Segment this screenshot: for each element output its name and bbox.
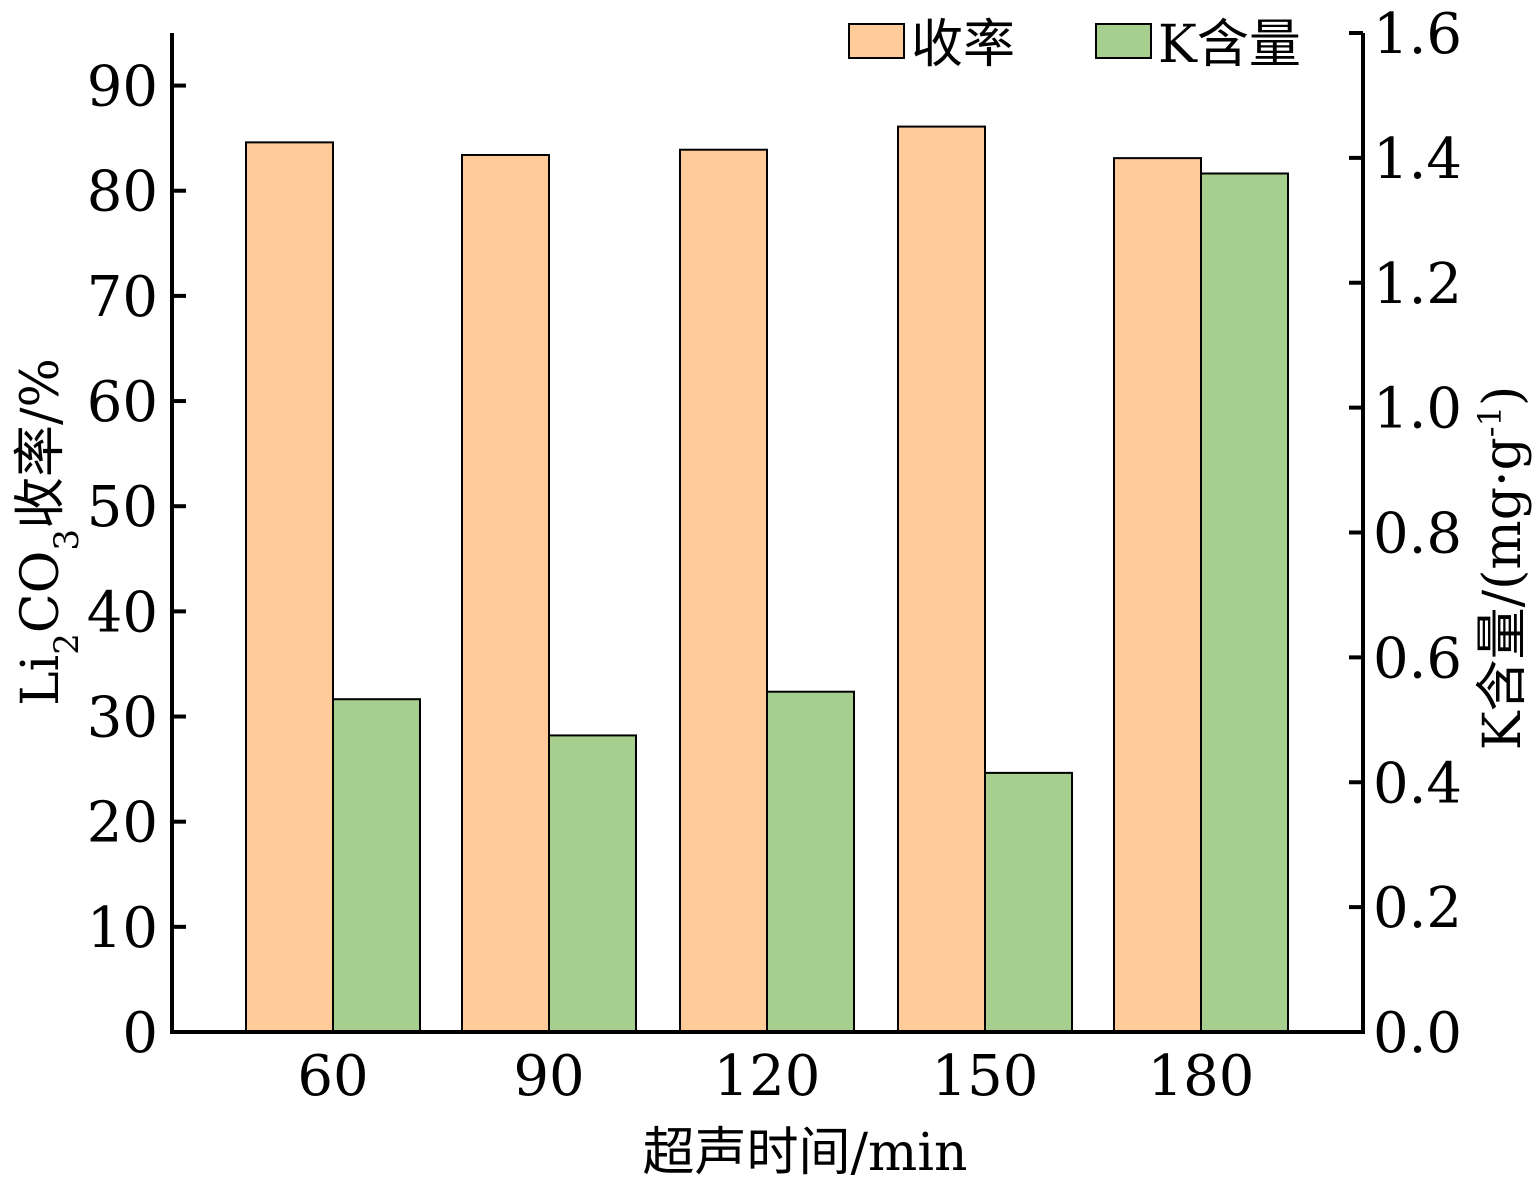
right-axis-title-part: ) xyxy=(1473,386,1533,406)
left-tick-label: 10 xyxy=(87,896,158,961)
bar-k-content-120 xyxy=(766,690,855,1033)
bars-group xyxy=(245,125,1289,1034)
legend-label: 收率 xyxy=(911,15,1015,75)
right-axis-title-part: -1 xyxy=(1471,406,1509,437)
left-ticks-group: 0 10 20 30 40 50 60 70 80 90 xyxy=(87,55,186,1066)
x-ticks-group: 60 90 120 150 180 xyxy=(297,1044,1254,1109)
bar-k-content-180 xyxy=(1200,172,1289,1033)
left-tick-label: 20 xyxy=(87,791,158,856)
x-tick-label: 120 xyxy=(714,1044,821,1109)
left-tick-label: 30 xyxy=(87,686,158,751)
left-tick-label: 90 xyxy=(87,55,158,120)
right-axis-title-part: K含量/(mg·g xyxy=(1473,437,1533,750)
right-tick-label: 0.0 xyxy=(1373,1001,1462,1066)
x-tick-label: 60 xyxy=(297,1044,368,1109)
left-tick-label: 60 xyxy=(87,370,158,435)
left-tick-label: 50 xyxy=(87,475,158,540)
left-axis-title-part: Li xyxy=(11,655,71,706)
bar-yield-150 xyxy=(897,125,986,1034)
legend-label: K含量 xyxy=(1158,15,1301,75)
bar-yield-180 xyxy=(1113,157,1202,1034)
left-axis-title-part: 2 xyxy=(47,633,87,655)
right-tick-label: 1.6 xyxy=(1373,2,1462,67)
right-axis-title: K含量/(mg·g-1) xyxy=(1471,386,1533,751)
right-tick-label: 1.4 xyxy=(1373,127,1462,192)
left-axis-title-part: CO xyxy=(11,551,71,633)
legend: 收率 K含量 xyxy=(848,15,1301,75)
left-tick-label: 0 xyxy=(122,1001,158,1066)
left-tick-label: 70 xyxy=(87,265,158,330)
right-tick-label: 0.6 xyxy=(1373,626,1462,691)
right-tick-label: 1.2 xyxy=(1373,252,1462,317)
left-tick-label: 80 xyxy=(87,160,158,225)
bar-yield-60 xyxy=(245,141,334,1034)
right-tick-label: 1.0 xyxy=(1373,377,1462,442)
right-tick-label: 0.8 xyxy=(1373,502,1462,567)
bar-k-content-150 xyxy=(984,771,1073,1034)
legend-swatch xyxy=(848,23,905,59)
left-tick-label: 40 xyxy=(87,580,158,645)
right-ticks-group: 0.0 0.2 0.4 0.6 0.8 1.0 1.2 1.4 1.6 xyxy=(1349,2,1462,1066)
x-tick-label: 180 xyxy=(1148,1044,1255,1109)
left-axis-title-part: 收率/% xyxy=(11,358,71,529)
right-tick-label: 0.4 xyxy=(1373,751,1462,816)
bar-k-content-60 xyxy=(332,698,421,1033)
legend-swatch xyxy=(1095,23,1152,59)
bar-k-content-90 xyxy=(548,734,637,1033)
bar-yield-90 xyxy=(461,153,550,1033)
bar-yield-120 xyxy=(679,148,768,1033)
x-tick-label: 90 xyxy=(513,1044,584,1109)
x-tick-label: 150 xyxy=(932,1044,1039,1109)
left-axis-title-part: 3 xyxy=(47,529,87,551)
right-tick-label: 0.2 xyxy=(1373,876,1462,941)
left-axis-title: Li2CO3收率/% xyxy=(11,358,87,706)
x-axis-title: 超声时间/min xyxy=(643,1123,968,1181)
